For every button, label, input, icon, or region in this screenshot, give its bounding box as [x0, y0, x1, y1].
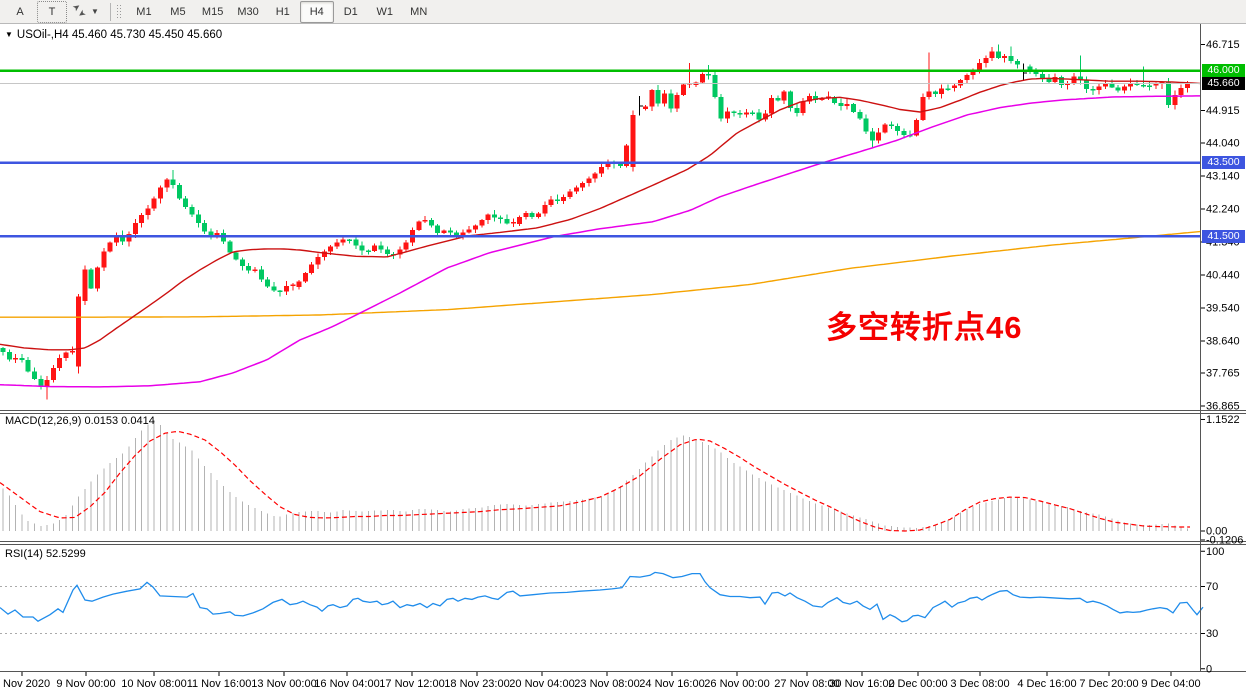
price-badge-support1: 43.500	[1202, 156, 1245, 170]
timeframe-m1[interactable]: M1	[136, 5, 152, 18]
axes[interactable]: 46.71544.91544.04043.14042.24041.34040.4…	[0, 24, 1246, 690]
timeframe-d1[interactable]: D1	[343, 5, 358, 18]
svg-text:42.240: 42.240	[1206, 203, 1240, 215]
svg-text:24 Nov 16:00: 24 Nov 16:00	[639, 678, 704, 690]
timeframe-m30[interactable]: M30	[237, 5, 259, 18]
svg-text:13 Nov 00:00: 13 Nov 00:00	[251, 678, 316, 690]
timeframe-m5[interactable]: M5	[170, 5, 186, 18]
toolbar-separator	[109, 2, 111, 21]
svg-text:1.1522: 1.1522	[1206, 414, 1240, 426]
svg-text:3 Dec 08:00: 3 Dec 08:00	[950, 678, 1009, 690]
svg-text:23 Nov 08:00: 23 Nov 08:00	[574, 678, 639, 690]
svg-text:20 Nov 04:00: 20 Nov 04:00	[509, 678, 574, 690]
timeframe-m15[interactable]: M15	[201, 5, 224, 18]
indicator-panes	[0, 420, 1204, 634]
text-label-tool-button[interactable]: T	[37, 0, 67, 23]
ma-fast-red	[0, 77, 1201, 351]
svg-text:4 Dec 16:00: 4 Dec 16:00	[1017, 678, 1076, 690]
svg-text:0.00: 0.00	[1206, 526, 1227, 538]
svg-text:44.915: 44.915	[1206, 105, 1240, 117]
svg-text:43.140: 43.140	[1206, 170, 1240, 182]
toolbar: A T ▼ M1 M5 M15 M30 H1 H4 D1 W1 MN	[0, 0, 1246, 24]
svg-text:7 Dec 20:00: 7 Dec 20:00	[1079, 678, 1138, 690]
svg-text:26 Nov 00:00: 26 Nov 00:00	[704, 678, 769, 690]
price-badge-current: 45.660	[1202, 76, 1245, 90]
rsi-label: RSI(14) 52.5299	[5, 548, 86, 560]
svg-text:2 Dec 00:00: 2 Dec 00:00	[888, 678, 947, 690]
macd-label: MACD(12,26,9) 0.0153 0.0414	[5, 415, 155, 427]
chart-text-annotation: 多空转折点46	[826, 310, 1023, 345]
svg-text:9 Nov 00:00: 9 Nov 00:00	[56, 678, 115, 690]
svg-text:5 Nov 2020: 5 Nov 2020	[0, 678, 50, 690]
macd-pane	[0, 420, 1190, 532]
svg-text:11 Nov 16:00: 11 Nov 16:00	[187, 678, 252, 690]
pointer-arrows-icon	[74, 5, 88, 19]
timeframe-w1[interactable]: W1	[376, 5, 393, 18]
rsi-line	[0, 571, 1204, 623]
svg-text:39.540: 39.540	[1206, 303, 1240, 315]
cursor-tools-button[interactable]: ▼	[67, 1, 106, 23]
svg-text:38.640: 38.640	[1206, 336, 1240, 348]
svg-text:30: 30	[1206, 628, 1218, 640]
svg-text:70: 70	[1206, 581, 1218, 593]
svg-text:-0.1206: -0.1206	[1206, 535, 1243, 547]
ma-mid-magenta	[0, 95, 1200, 388]
chevron-down-icon: ▼	[91, 7, 99, 16]
timeframe-h4[interactable]: H4	[299, 0, 334, 23]
toolbar-drag-handle[interactable]	[115, 3, 123, 20]
price-axis[interactable]: 46.71544.91544.04043.14042.24041.34040.4…	[1201, 39, 1243, 675]
chart-title: ▼ USOil-,H4 45.460 45.730 45.450 45.660	[5, 29, 223, 41]
rsi-pane	[0, 571, 1204, 634]
timeframe-h1[interactable]: H1	[275, 5, 290, 18]
svg-text:37.765: 37.765	[1206, 368, 1240, 380]
svg-text:44.040: 44.040	[1206, 137, 1240, 149]
svg-text:40.440: 40.440	[1206, 269, 1240, 281]
symbol-caret-icon: ▼	[5, 30, 13, 39]
price-badge-resistance: 46.000	[1202, 64, 1245, 78]
main-pane	[0, 44, 1201, 400]
svg-text:16 Nov 04:00: 16 Nov 04:00	[314, 678, 379, 690]
svg-text:27 Nov 08:00: 27 Nov 08:00	[774, 678, 839, 690]
svg-text:10 Nov 08:00: 10 Nov 08:00	[121, 678, 186, 690]
ma-slow-orange	[0, 230, 1201, 318]
timeframe-mn[interactable]: MN	[410, 5, 428, 18]
svg-text:30 Nov 16:00: 30 Nov 16:00	[829, 678, 894, 690]
svg-text:9 Dec 04:00: 9 Dec 04:00	[1141, 678, 1200, 690]
svg-text:17 Nov 12:00: 17 Nov 12:00	[379, 678, 444, 690]
arrow-text-tool-button[interactable]: A	[16, 5, 24, 18]
macd-signal-line	[0, 431, 1190, 532]
price-badge-support2: 41.500	[1202, 229, 1245, 243]
svg-text:0: 0	[1206, 663, 1212, 675]
svg-text:36.865: 36.865	[1206, 401, 1240, 413]
svg-text:46.715: 46.715	[1206, 39, 1240, 51]
svg-text:100: 100	[1206, 546, 1224, 558]
svg-text:18 Nov 23:00: 18 Nov 23:00	[444, 678, 509, 690]
